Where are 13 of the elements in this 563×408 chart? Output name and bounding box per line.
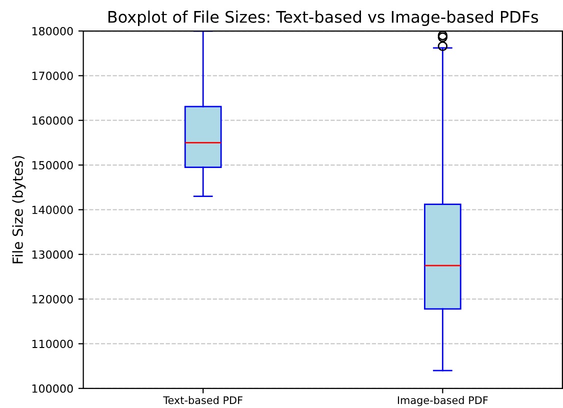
y-tick-label: 180000 (32, 26, 73, 36)
y-tick-label: 110000 (32, 340, 73, 348)
x-tick-label: Text-based PDF (163, 396, 242, 404)
y-axis-title: File Size (bytes) (12, 156, 26, 264)
x-tick-label: Image-based PDF (398, 396, 488, 406)
y-tick-label: 170000 (32, 72, 73, 80)
y-tick-label: 100000 (32, 384, 73, 393)
y-tick-label: 120000 (32, 295, 73, 304)
y-tick-label: 160000 (32, 116, 73, 125)
y-tick-label: 140000 (32, 206, 73, 214)
chart-title: Boxplot of File Sizes: Text-based vs Image-based PDFs (108, 10, 538, 26)
y-tick-label: 150000 (32, 161, 73, 170)
y-tick-label: 130000 (32, 250, 73, 259)
